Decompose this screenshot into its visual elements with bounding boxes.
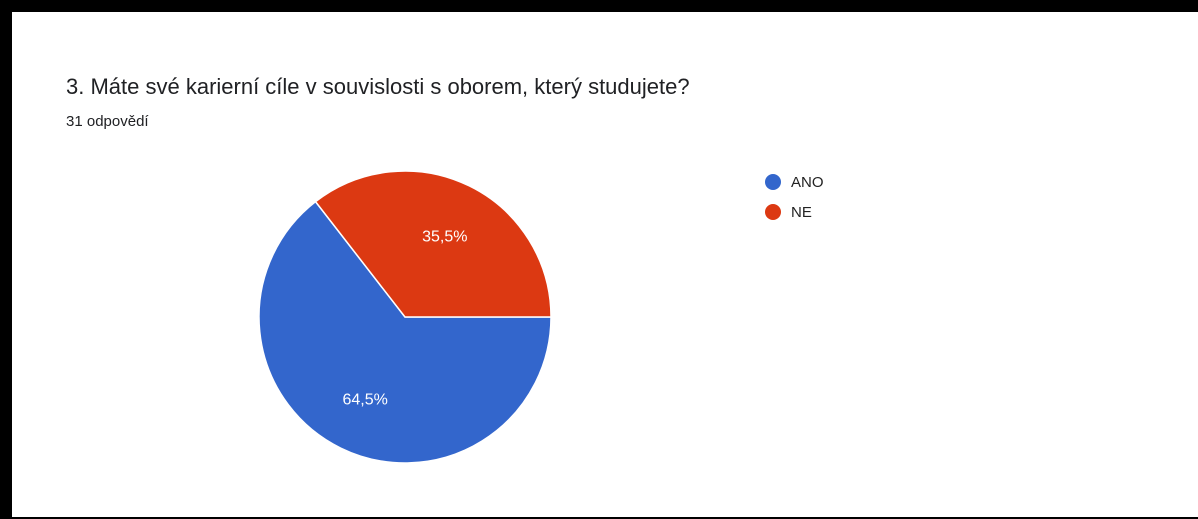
pie-slice-ano[interactable]: [258, 200, 552, 464]
legend-label-ano[interactable]: ANO: [791, 174, 824, 191]
pie-labels: 64,5% 35,5%: [342, 229, 467, 409]
response-count: 31 odpovědí: [66, 113, 149, 130]
slice-label-ano: 64,5%: [342, 391, 387, 408]
legend-label-ne[interactable]: NE: [791, 204, 812, 221]
question-title: 3. Máte své karierní cíle v souvislosti …: [66, 74, 690, 99]
legend-swatch-ano[interactable]: [765, 174, 781, 190]
legend-swatch-ne[interactable]: [765, 204, 781, 220]
pie-slices: [258, 170, 552, 464]
slice-label-ne: 35,5%: [422, 229, 467, 246]
legend: ANO NE: [765, 174, 824, 221]
pie-slice-ne[interactable]: [314, 170, 552, 318]
